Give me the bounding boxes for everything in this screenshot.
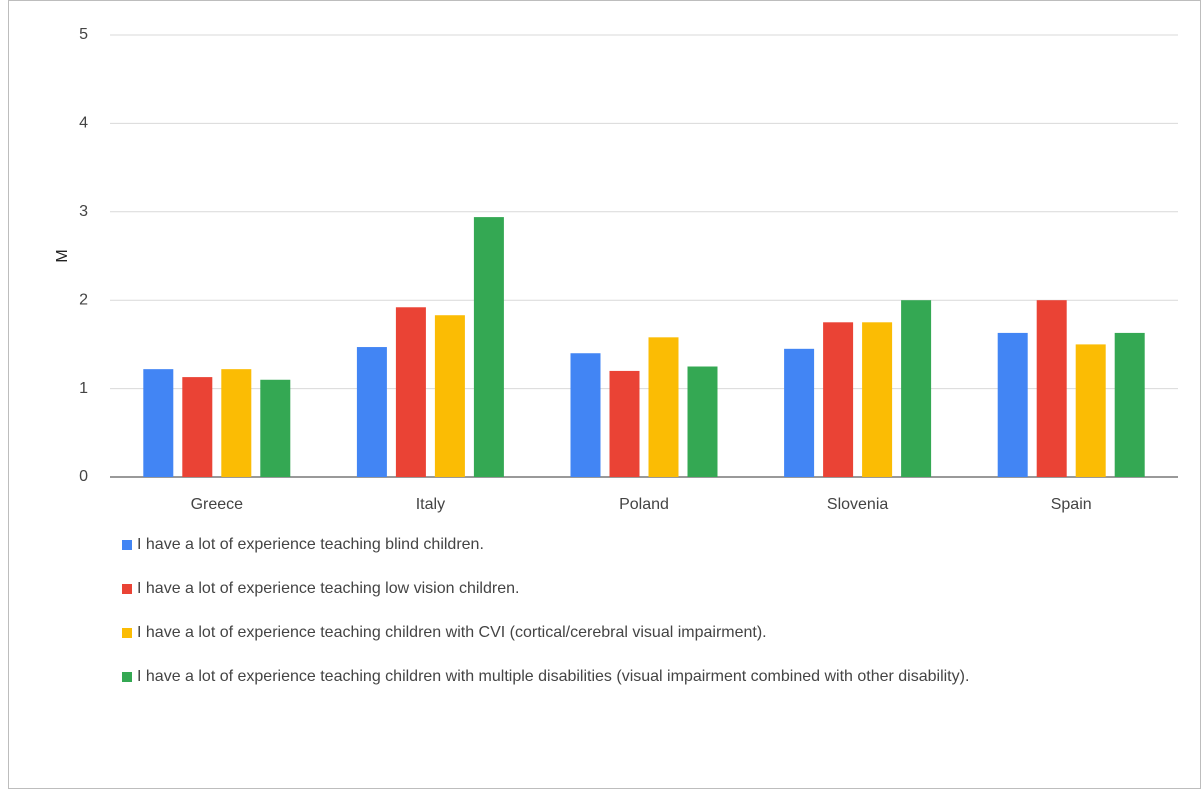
legend-swatch-blue xyxy=(122,540,132,550)
y-axis-ticks: 0 1 2 3 4 5 xyxy=(79,26,88,485)
bar-slovenia-series-3 xyxy=(862,322,893,477)
bars xyxy=(143,217,1145,477)
y-tick-label: 1 xyxy=(79,380,88,397)
bar-spain-series-2 xyxy=(1036,300,1067,477)
legend-swatch-green xyxy=(122,672,132,682)
bar-italy-series-4 xyxy=(473,217,504,477)
y-tick-label: 2 xyxy=(79,291,88,308)
y-tick-label: 4 xyxy=(79,115,88,132)
bar-spain-series-4 xyxy=(1114,332,1145,477)
x-tick-label: Greece xyxy=(191,496,244,513)
y-axis-label: M xyxy=(54,249,71,262)
bar-chart: 0 1 2 3 4 5 Greece Italy Poland Slovenia Spain M xyxy=(54,26,1178,513)
bar-greece-series-4 xyxy=(260,379,291,477)
bar-slovenia-series-2 xyxy=(823,322,854,477)
bar-italy-series-1 xyxy=(356,347,387,477)
x-tick-label: Italy xyxy=(416,496,445,513)
legend-swatch-red xyxy=(122,584,132,594)
x-axis-ticks: Greece Italy Poland Slovenia Spain xyxy=(191,496,1092,513)
legend-label: I have a lot of experience teaching chil… xyxy=(137,624,767,641)
bar-poland-series-4 xyxy=(687,366,718,477)
bar-greece-series-2 xyxy=(182,377,213,477)
legend: I have a lot of experience teaching blin… xyxy=(122,535,1122,687)
y-tick-label: 0 xyxy=(79,468,88,485)
y-tick-label: 5 xyxy=(79,26,88,43)
bar-greece-series-1 xyxy=(143,369,174,477)
legend-label: I have a lot of experience teaching chil… xyxy=(137,668,970,685)
legend-label: I have a lot of experience teaching blin… xyxy=(137,536,484,553)
bar-slovenia-series-1 xyxy=(784,348,815,477)
legend-swatch-yellow xyxy=(122,628,132,638)
bar-poland-series-2 xyxy=(609,370,640,477)
legend-item: I have a lot of experience teaching low … xyxy=(122,579,1122,599)
x-tick-label: Poland xyxy=(619,496,669,513)
bar-greece-series-3 xyxy=(221,369,252,477)
legend-item: I have a lot of experience teaching chil… xyxy=(122,623,1122,643)
x-tick-label: Spain xyxy=(1051,496,1092,513)
bar-italy-series-2 xyxy=(395,307,426,477)
legend-item: I have a lot of experience teaching chil… xyxy=(122,667,1122,687)
bar-slovenia-series-4 xyxy=(901,300,932,477)
bar-spain-series-1 xyxy=(997,332,1028,477)
bar-poland-series-1 xyxy=(570,353,601,477)
legend-label: I have a lot of experience teaching low … xyxy=(137,580,520,597)
x-tick-label: Slovenia xyxy=(827,496,888,513)
bar-poland-series-3 xyxy=(648,337,679,477)
y-tick-label: 3 xyxy=(79,203,88,220)
bar-spain-series-3 xyxy=(1075,344,1106,477)
legend-item: I have a lot of experience teaching blin… xyxy=(122,535,1122,555)
bar-italy-series-3 xyxy=(434,315,465,477)
